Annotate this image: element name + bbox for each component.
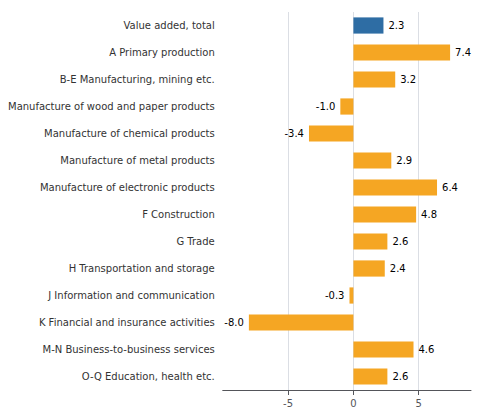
svg-text:-8.0: -8.0	[224, 317, 244, 328]
svg-text:5: 5	[416, 398, 422, 409]
svg-text:F Construction: F Construction	[142, 209, 215, 220]
svg-text:4.6: 4.6	[419, 344, 435, 355]
svg-text:0: 0	[350, 398, 356, 409]
svg-text:-1.0: -1.0	[316, 101, 336, 112]
svg-text:M-N Business-to-business servi: M-N Business-to-business services	[43, 344, 215, 355]
svg-text:B-E Manufacturing, mining etc.: B-E Manufacturing, mining etc.	[60, 74, 215, 85]
svg-text:G Trade: G Trade	[176, 236, 214, 247]
svg-text:K Financial and insurance acti: K Financial and insurance activities	[39, 317, 215, 328]
svg-text:2.4: 2.4	[390, 263, 406, 274]
svg-text:2.3: 2.3	[388, 20, 404, 31]
svg-text:Manufacture of chemical produc: Manufacture of chemical products	[44, 128, 215, 139]
svg-text:-5: -5	[283, 398, 293, 409]
svg-text:2.9: 2.9	[396, 155, 412, 166]
svg-text:7.4: 7.4	[455, 47, 471, 58]
svg-text:3.2: 3.2	[400, 74, 416, 85]
svg-text:6.4: 6.4	[442, 182, 458, 193]
svg-text:4.8: 4.8	[421, 209, 437, 220]
svg-text:Value added, total: Value added, total	[124, 20, 215, 31]
svg-text:Manufacture of metal products: Manufacture of metal products	[60, 155, 214, 166]
svg-text:2.6: 2.6	[392, 236, 408, 247]
svg-text:-3.4: -3.4	[284, 128, 304, 139]
svg-text:2.6: 2.6	[392, 371, 408, 382]
svg-text:A Primary production: A Primary production	[109, 47, 215, 58]
svg-text:J Information and communicatio: J Information and communication	[47, 290, 215, 301]
svg-text:H Transportation and storage: H Transportation and storage	[69, 263, 215, 274]
svg-text:-0.3: -0.3	[325, 290, 345, 301]
svg-text:O-Q Education, health etc.: O-Q Education, health etc.	[82, 371, 215, 382]
svg-text:Manufacture of electronic prod: Manufacture of electronic products	[40, 182, 215, 193]
svg-text:Manufacture of wood and paper: Manufacture of wood and paper products	[8, 101, 215, 112]
